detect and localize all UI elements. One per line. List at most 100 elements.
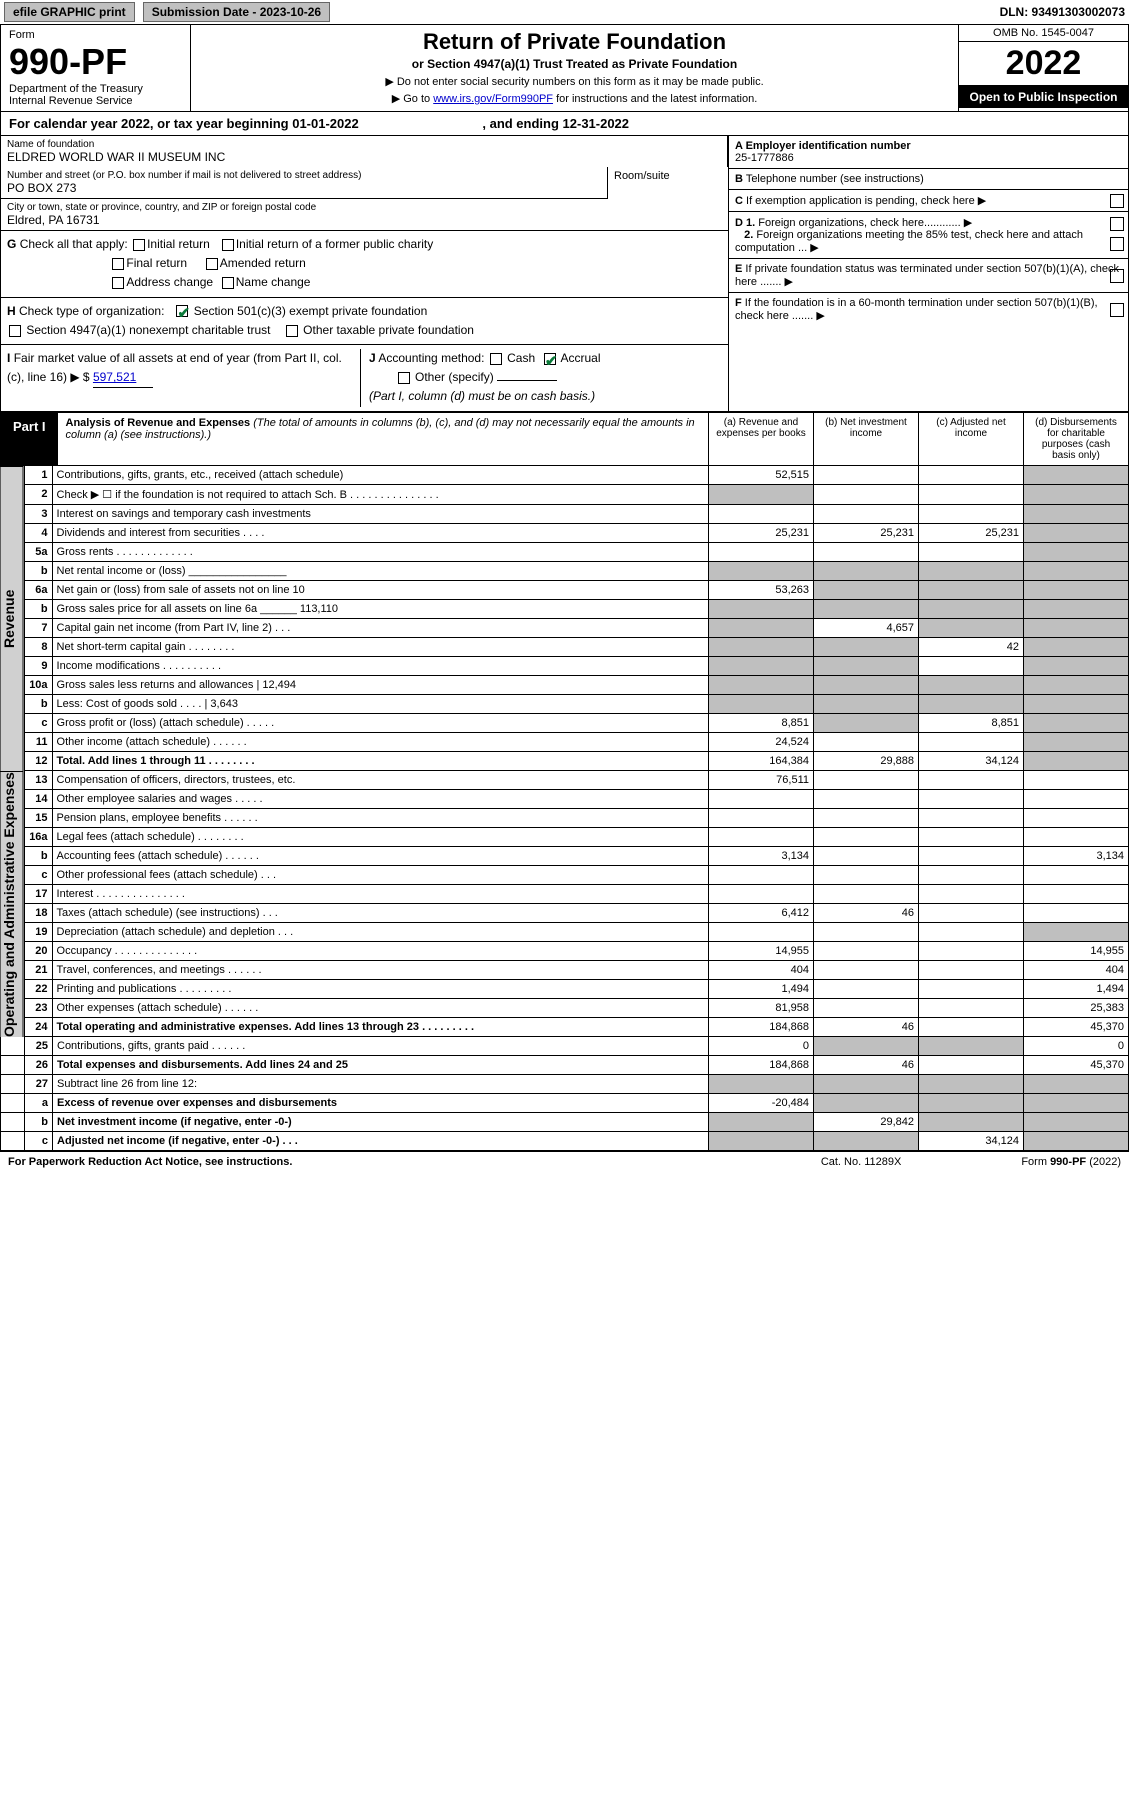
line-no: 3 bbox=[24, 504, 52, 523]
col-c: 34,124 bbox=[919, 1131, 1024, 1150]
line-desc: Other employee salaries and wages . . . … bbox=[52, 789, 708, 808]
opt-501c3: Section 501(c)(3) exempt private foundat… bbox=[194, 304, 427, 318]
line-no: b bbox=[24, 846, 52, 865]
col-d bbox=[1024, 618, 1129, 637]
chk-4947[interactable] bbox=[9, 325, 21, 337]
line-desc: Gross rents . . . . . . . . . . . . . bbox=[52, 542, 708, 561]
city-value: Eldred, PA 16731 bbox=[7, 213, 722, 227]
line-desc: Less: Cost of goods sold . . . . | 3,643 bbox=[52, 694, 708, 713]
addr-value: PO BOX 273 bbox=[7, 181, 601, 195]
col-b bbox=[814, 713, 919, 732]
line-desc: Occupancy . . . . . . . . . . . . . . bbox=[52, 941, 708, 960]
opt-other-tax: Other taxable private foundation bbox=[303, 323, 474, 337]
col-d bbox=[1024, 580, 1129, 599]
note-goto: ▶ Go to bbox=[392, 93, 430, 105]
col-d bbox=[1024, 771, 1129, 790]
omb-number: OMB No. 1545-0047 bbox=[959, 25, 1128, 42]
col-c bbox=[919, 1037, 1024, 1056]
chk-501c3[interactable] bbox=[176, 305, 188, 317]
efile-print-button[interactable]: efile GRAPHIC print bbox=[4, 2, 135, 22]
chk-name-change[interactable] bbox=[222, 277, 234, 289]
chk-addr-change[interactable] bbox=[112, 277, 124, 289]
chk-final-return[interactable] bbox=[112, 258, 124, 270]
line-no: 9 bbox=[24, 656, 52, 675]
line-desc: Travel, conferences, and meetings . . . … bbox=[52, 960, 708, 979]
col-c-hdr: (c) Adjusted net income bbox=[918, 413, 1023, 465]
line-desc: Total operating and administrative expen… bbox=[52, 1017, 708, 1036]
chk-f[interactable] bbox=[1110, 303, 1124, 317]
line-desc: Printing and publications . . . . . . . … bbox=[52, 979, 708, 998]
chk-initial-return[interactable] bbox=[133, 239, 145, 251]
col-d bbox=[1024, 903, 1129, 922]
col-b bbox=[814, 960, 919, 979]
line-no: 23 bbox=[24, 998, 52, 1017]
col-a bbox=[709, 827, 814, 846]
col-d bbox=[1024, 561, 1129, 580]
line-desc: Total. Add lines 1 through 11 . . . . . … bbox=[52, 751, 708, 770]
col-b bbox=[814, 846, 919, 865]
line-no: 16a bbox=[24, 827, 52, 846]
col-a: 81,958 bbox=[709, 998, 814, 1017]
chk-d1[interactable] bbox=[1110, 217, 1124, 231]
opt-final: Final return bbox=[126, 256, 187, 270]
part1-title: Analysis of Revenue and Expenses bbox=[66, 417, 251, 429]
line-no: 4 bbox=[24, 523, 52, 542]
col-c bbox=[919, 675, 1024, 694]
col-b bbox=[814, 771, 919, 790]
line-desc: Check ▶ ☐ if the foundation is not requi… bbox=[52, 484, 708, 504]
line-desc: Other income (attach schedule) . . . . .… bbox=[52, 732, 708, 751]
col-c bbox=[919, 865, 1024, 884]
col-a bbox=[709, 504, 814, 523]
note-goto-end: for instructions and the latest informat… bbox=[556, 93, 757, 105]
form-label: Form bbox=[9, 29, 182, 41]
foundation-name: ELDRED WORLD WAR II MUSEUM INC bbox=[7, 150, 721, 164]
opt-initial: Initial return bbox=[147, 237, 210, 251]
e-text: If private foundation status was termina… bbox=[735, 263, 1119, 288]
side-expenses: Operating and Administrative Expenses bbox=[0, 771, 24, 1037]
col-c bbox=[919, 771, 1024, 790]
chk-e[interactable] bbox=[1110, 269, 1124, 283]
chk-cash[interactable] bbox=[490, 353, 502, 365]
opt-name-change: Name change bbox=[236, 275, 311, 289]
col-b bbox=[814, 865, 919, 884]
f-text: If the foundation is in a 60-month termi… bbox=[735, 297, 1098, 322]
chk-accrual[interactable] bbox=[544, 353, 556, 365]
line-no: c bbox=[24, 865, 52, 884]
col-a bbox=[709, 808, 814, 827]
col-a bbox=[709, 1131, 814, 1150]
line-desc: Net short-term capital gain . . . . . . … bbox=[52, 637, 708, 656]
col-c bbox=[919, 1074, 1024, 1093]
col-a bbox=[709, 561, 814, 580]
chk-amended[interactable] bbox=[206, 258, 218, 270]
chk-other-taxable[interactable] bbox=[286, 325, 298, 337]
b-label: B bbox=[735, 173, 743, 185]
col-a bbox=[709, 1074, 814, 1093]
col-d bbox=[1024, 523, 1129, 542]
chk-initial-former[interactable] bbox=[222, 239, 234, 251]
form-subtitle: or Section 4947(a)(1) Trust Treated as P… bbox=[203, 57, 946, 71]
chk-d2[interactable] bbox=[1110, 237, 1124, 251]
col-b bbox=[814, 998, 919, 1017]
tax-year: 2022 bbox=[959, 42, 1128, 86]
col-b bbox=[814, 808, 919, 827]
footer-paperwork: For Paperwork Reduction Act Notice, see … bbox=[8, 1156, 292, 1168]
irs-link[interactable]: www.irs.gov/Form990PF bbox=[433, 93, 553, 105]
col-d bbox=[1024, 1112, 1129, 1131]
line-no: 10a bbox=[24, 675, 52, 694]
note-ssn: ▶ Do not enter social security numbers o… bbox=[203, 75, 946, 88]
col-b bbox=[814, 675, 919, 694]
chk-c[interactable] bbox=[1110, 194, 1124, 208]
col-d bbox=[1024, 637, 1129, 656]
col-a: 404 bbox=[709, 960, 814, 979]
j-label: Accounting method: bbox=[378, 351, 484, 365]
opt-amended: Amended return bbox=[220, 256, 306, 270]
col-b bbox=[814, 599, 919, 618]
col-a bbox=[709, 542, 814, 561]
ein-value: 25-1777886 bbox=[735, 152, 794, 164]
chk-other-method[interactable] bbox=[398, 372, 410, 384]
line-desc: Excess of revenue over expenses and disb… bbox=[53, 1093, 709, 1112]
i-label: Fair market value of all assets at end o… bbox=[7, 351, 342, 384]
fmv-value[interactable]: 597,521 bbox=[93, 368, 153, 388]
col-b bbox=[814, 922, 919, 941]
col-d bbox=[1024, 599, 1129, 618]
